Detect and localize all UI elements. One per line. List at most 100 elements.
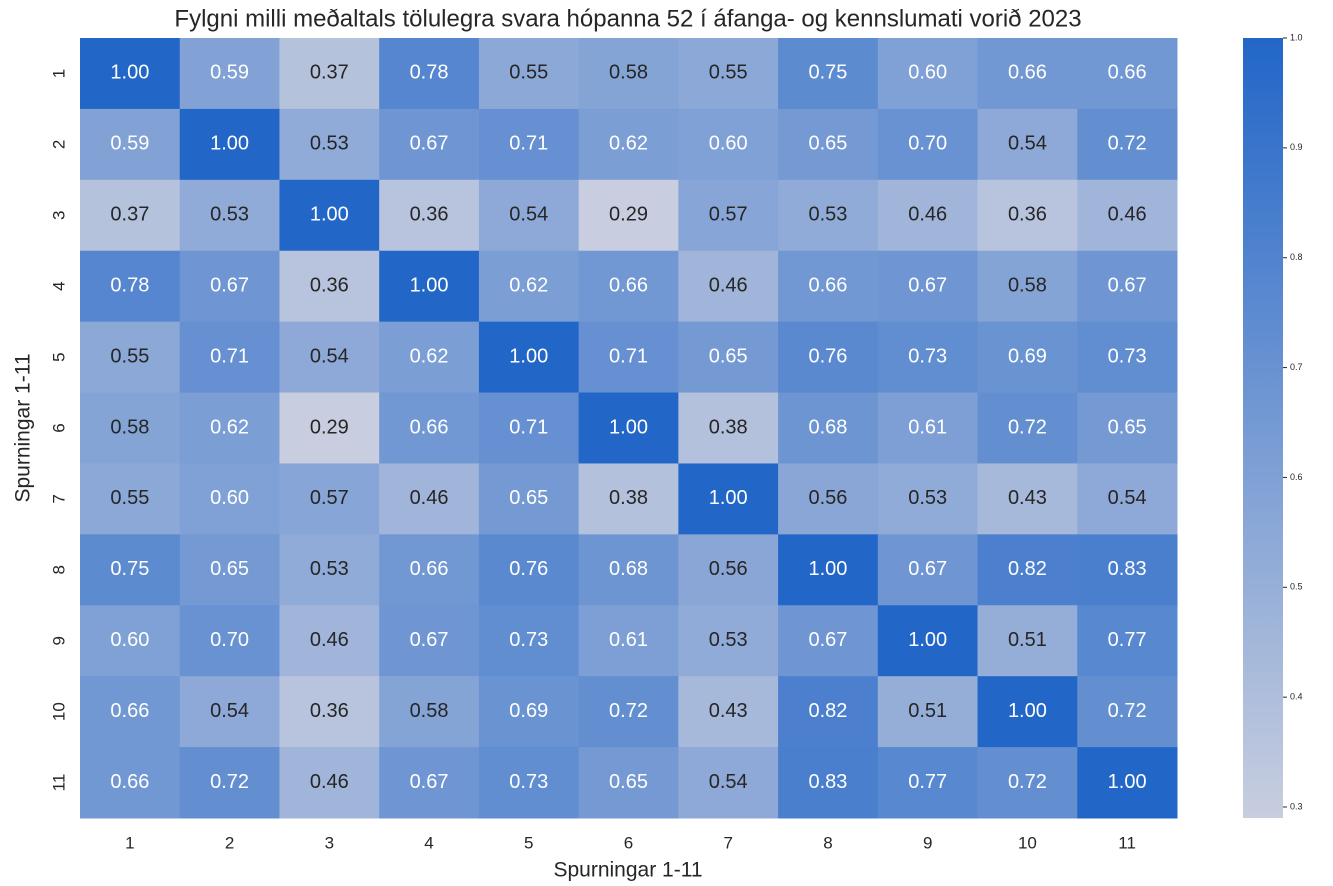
cell-value-label: 0.46 [709,274,748,296]
y-tick-label: 9 [49,636,68,645]
heatmap-cell [379,605,480,677]
heatmap-cell [179,747,280,819]
cell-value-label: 0.65 [509,487,548,509]
cell-value-label: 0.67 [210,274,249,296]
cell-value-label: 1.00 [509,345,548,367]
y-tick-label: 3 [49,211,68,220]
cell-value-label: 1.00 [110,62,149,84]
y-tick-label: 6 [49,423,68,432]
colorbar [1243,38,1283,818]
heatmap-cell [179,108,280,181]
cell-value-label: 0.66 [110,771,149,793]
heatmap-cell [80,676,181,748]
y-tick-label: 5 [49,352,68,361]
y-tick-label: 4 [49,281,68,290]
cell-value-label: 0.83 [1108,558,1147,580]
cell-value-label: 0.67 [1108,274,1147,296]
cell-value-label: 0.43 [1008,487,1047,509]
cell-value-label: 0.60 [908,62,947,84]
cell-value-label: 1.00 [310,204,349,226]
heatmap-cell [578,463,679,535]
heatmap-cell [977,534,1078,606]
heatmap-cell [1077,676,1178,748]
heatmap-cell [478,605,580,677]
heatmap-cell [977,38,1078,110]
cell-value-label: 0.62 [509,274,548,296]
colorbar-tick-label: 0.4 [1290,692,1303,702]
cell-value-label: 0.73 [1108,345,1147,367]
heatmap-cell [877,179,979,252]
heatmap-cell [877,747,979,819]
cell-value-label: 0.65 [609,771,648,793]
heatmap-cell [877,676,979,748]
heatmap-cell [977,676,1078,748]
cell-value-label: 0.73 [908,345,947,367]
heatmap-cell [478,179,580,252]
heatmap-cell [80,605,181,677]
heatmap-cell [778,179,879,252]
heatmap-cell [877,392,979,464]
heatmap-cell [877,250,979,323]
heatmap-cell [778,534,879,606]
x-tick-label: 6 [624,833,633,852]
cell-value-label: 0.36 [1008,204,1047,226]
cell-value-label: 1.00 [1008,700,1047,722]
colorbar-tick-label: 1.0 [1290,32,1303,42]
heatmap-cell [80,747,181,819]
x-tick-label: 2 [225,833,234,852]
cell-value-label: 0.36 [310,700,349,722]
colorbar-tick-label: 0.9 [1290,142,1303,152]
heatmap-cell [379,179,480,252]
heatmap-cell [678,321,779,394]
cell-value-label: 0.46 [1108,204,1147,226]
heatmap-cell [1077,605,1178,677]
heatmap-cell [80,38,181,110]
heatmap-cell [778,321,879,394]
cell-value-label: 0.36 [410,204,449,226]
cell-value-label: 0.53 [310,133,349,155]
heatmap-cell [578,676,679,748]
heatmap-cell [179,463,280,535]
heatmap-cell [478,321,580,394]
cell-value-label: 0.68 [808,416,847,438]
heatmap-cell [478,676,580,748]
cell-value-label: 0.72 [609,700,648,722]
cell-value-label: 0.29 [609,204,648,226]
heatmap-cell [279,321,380,394]
cell-value-label: 0.53 [808,204,847,226]
cell-value-label: 0.46 [310,771,349,793]
colorbar-tick-label: 0.8 [1290,252,1303,262]
cell-value-label: 0.55 [110,487,149,509]
cell-value-label: 0.54 [509,204,548,226]
heatmap-cell [179,605,280,677]
y-tick-label: 10 [49,702,68,721]
cell-value-label: 0.56 [709,558,748,580]
cell-value-label: 0.72 [1008,416,1047,438]
cell-value-label: 0.71 [509,416,548,438]
heatmap-cell [80,179,181,252]
cell-value-label: 0.62 [609,133,648,155]
cell-value-label: 0.66 [410,558,449,580]
cell-value-label: 0.67 [908,558,947,580]
heatmap-cell [977,250,1078,323]
cell-value-label: 0.70 [908,133,947,155]
cell-value-label: 0.60 [709,133,748,155]
heatmap-cell [1077,463,1178,535]
cell-value-label: 0.72 [1008,771,1047,793]
cell-value-label: 0.67 [908,274,947,296]
y-axis-label: Spurningar 1-11 [12,353,35,502]
heatmap-cell [478,747,580,819]
y-tick-label: 11 [49,774,68,792]
cell-value-label: 0.66 [410,416,449,438]
heatmap-cell [80,463,181,535]
heatmap-cell [478,534,580,606]
heatmap-cell [678,676,779,748]
chart-title: Fylgni milli meðaltals tölulegra svara h… [174,5,1081,32]
cell-value-label: 0.71 [609,345,648,367]
heatmap-cell [1077,534,1178,606]
cell-value-label: 0.38 [709,416,748,438]
heatmap-cell [80,108,181,181]
heatmap-cell [678,179,779,252]
heatmap-cell [279,605,380,677]
